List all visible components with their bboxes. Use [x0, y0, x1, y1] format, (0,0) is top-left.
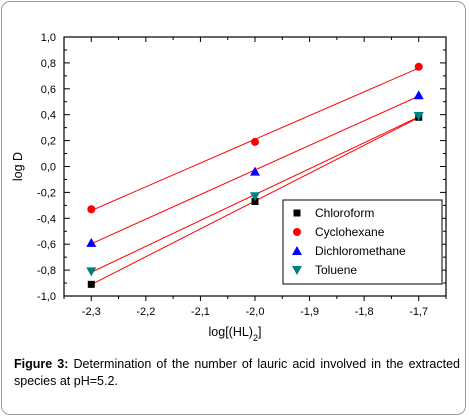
- data-point-cyclohexane: [251, 137, 259, 146]
- caption-text: Determination of the number of lauric ac…: [14, 357, 460, 388]
- legend-label-dichloromethane: Dichloromethane: [315, 244, 406, 258]
- x-tick-label: -1,8: [355, 306, 374, 318]
- y-axis-title: log D: [11, 152, 25, 181]
- legend-label-toluene: Toluene: [315, 263, 357, 277]
- data-point-cyclohexane: [87, 205, 96, 214]
- figure-caption: Figure 3: Determination of the number of…: [14, 356, 460, 390]
- legend-marker-chloroform: [293, 209, 301, 217]
- y-tick-label: 0,8: [41, 58, 56, 70]
- data-point-chloroform: [251, 197, 259, 205]
- data-point-toluene: [250, 192, 260, 202]
- x-axis-title: log[(HL)2]: [209, 325, 262, 343]
- y-tick-label: -0,6: [37, 239, 56, 251]
- data-point-chloroform: [87, 280, 95, 288]
- legend-label-cyclohexane: Cyclohexane: [315, 225, 385, 239]
- y-tick-label: 0,2: [41, 136, 56, 148]
- y-tick-label: -0,2: [37, 187, 56, 199]
- data-point-toluene: [413, 111, 424, 121]
- data-point-toluene: [86, 267, 97, 277]
- legend-box: [282, 199, 443, 285]
- data-point-dichloromethane: [413, 90, 424, 100]
- y-tick-label: -0,4: [37, 213, 56, 225]
- x-tick-label: -2,0: [246, 306, 265, 318]
- data-point-dichloromethane: [86, 237, 97, 247]
- y-tick-label: 0,4: [41, 110, 56, 122]
- x-tick-label: -2,1: [191, 306, 210, 318]
- x-tick-label: -2,2: [136, 306, 155, 318]
- y-tick-label: 0,6: [41, 84, 56, 96]
- legend-marker-toluene: [292, 266, 302, 275]
- x-tick-label: -1,9: [300, 306, 319, 318]
- y-tick-label: -1,0: [37, 291, 56, 303]
- legend-label-chloroform: Chloroform: [315, 206, 374, 220]
- caption-label: Figure 3:: [14, 357, 69, 371]
- x-tick-label: -2,3: [82, 306, 101, 318]
- data-point-dichloromethane: [250, 166, 260, 176]
- chart: -1,0 -0,8 -0,6 -0,4 -0,2 0,0 0,2 0,4 0,6 0,8 1,0 -2…: [11, 32, 447, 343]
- y-tick-label: 0,0: [41, 162, 56, 174]
- y-tick-label: -0,8: [37, 265, 56, 277]
- legend-marker-cyclohexane: [293, 228, 301, 236]
- data-point-cyclohexane: [414, 62, 423, 71]
- legend-marker-dichloromethane: [292, 246, 302, 255]
- x-tick-label: -1,7: [409, 306, 428, 318]
- y-tick-label: 1,0: [41, 32, 56, 44]
